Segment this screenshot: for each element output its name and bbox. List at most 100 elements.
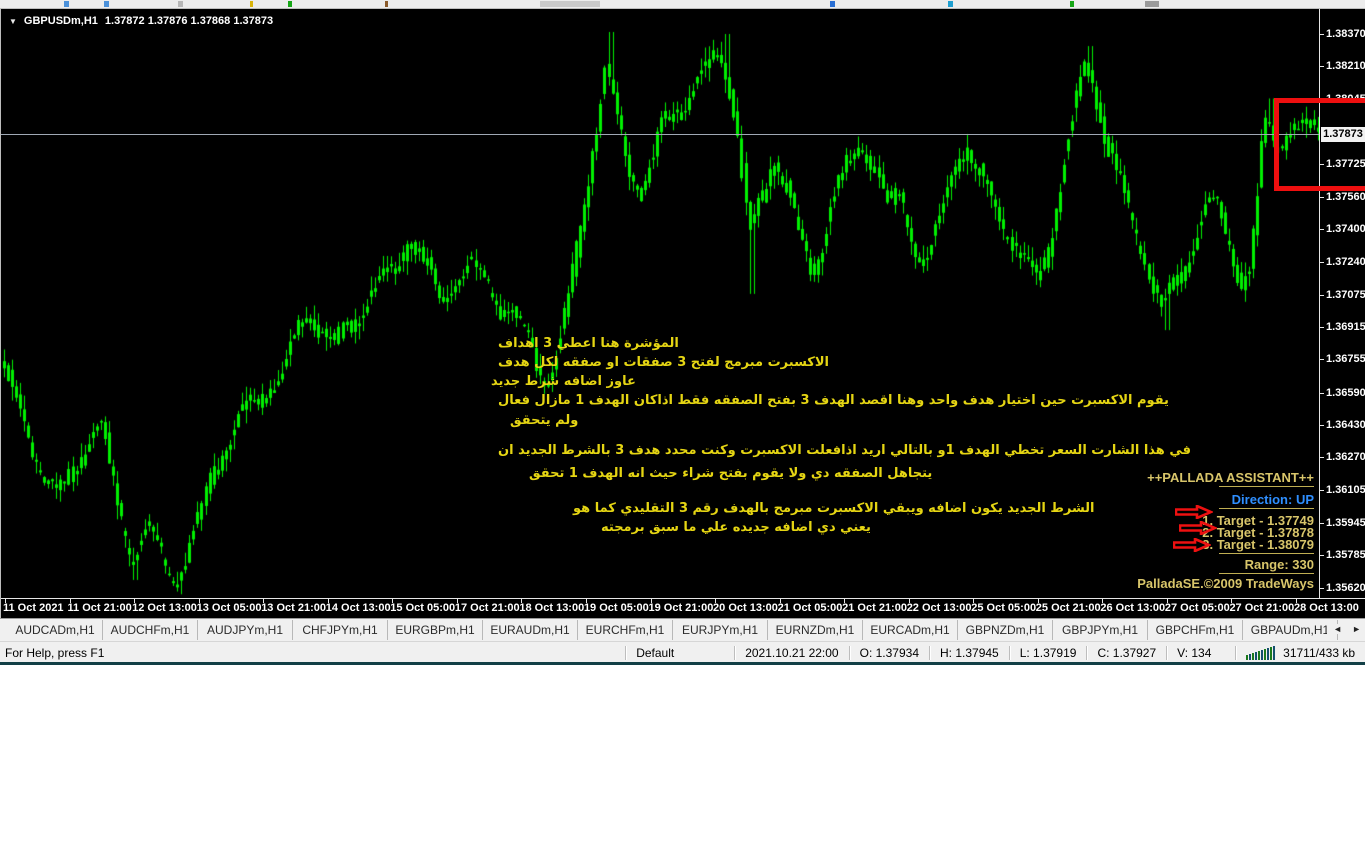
pallada-divider	[1219, 486, 1314, 487]
time-axis-label: 26 Oct 13:00	[1100, 602, 1166, 614]
price-axis-tick	[1319, 34, 1324, 35]
time-axis-tick	[327, 599, 329, 603]
time-axis-label: 20 Oct 13:00	[713, 602, 778, 614]
symbol-tab[interactable]: GBPNZDm,H1	[958, 620, 1053, 640]
chart-symbol-line: ▼ GBPUSDm,H1 1.37872 1.37876 1.37868 1.3…	[9, 15, 273, 27]
time-axis-label: 18 Oct 13:00	[519, 602, 585, 614]
price-axis-label: 1.38370	[1326, 28, 1365, 40]
annotation-line: المؤشرة هنا اعطي 3 اهداف	[498, 336, 679, 351]
symbol-tab[interactable]: EURCADm,H1	[863, 620, 958, 640]
toolbar-icon-fragment	[1145, 1, 1159, 7]
pallada-target-1: 1. Target - 1.37749	[1202, 513, 1314, 528]
status-profile[interactable]: Default	[625, 645, 734, 660]
price-axis-label: 1.35945	[1326, 516, 1365, 529]
pallada-copyright: PalladaSE.©2009 TradeWays	[1137, 576, 1314, 591]
symbol-tab[interactable]: GBPCHFm,H1	[1148, 620, 1243, 640]
price-axis-label: 1.37075	[1326, 288, 1365, 301]
time-axis-label: 19 Oct 21:00	[648, 602, 714, 614]
toolbar-icon-fragment	[1070, 1, 1074, 7]
bottom-edge-strip	[0, 662, 1365, 665]
time-axis-tick	[1166, 599, 1168, 603]
time-axis-tick	[1102, 599, 1104, 603]
time-axis-line	[1, 598, 1365, 599]
pallada-target-2: 2. Target - 1.37878	[1202, 525, 1314, 540]
time-axis-tick	[521, 599, 523, 603]
price-axis-tick	[1319, 588, 1324, 589]
symbol-tab[interactable]: EURJPYm,H1	[673, 620, 768, 640]
status-volume: V: 134	[1166, 645, 1235, 660]
price-axis-label: 1.36755	[1326, 353, 1365, 366]
price-axis-label: 1.36105	[1326, 484, 1365, 497]
chevron-down-icon[interactable]: ▼	[9, 16, 17, 26]
time-axis-tick	[715, 599, 717, 603]
symbol-tab[interactable]: AUDCHFm,H1	[103, 620, 198, 640]
time-axis-label: 15 Oct 05:00	[390, 602, 456, 614]
candlestick-chart[interactable]	[1, 9, 1319, 619]
symbol-tab[interactable]: GBPAUDm,H1	[1243, 620, 1338, 640]
status-high: H: 1.37945	[929, 645, 1009, 660]
symbol-tab[interactable]: AUDJPYm,H1	[198, 620, 293, 640]
time-axis-label: 19 Oct 05:00	[583, 602, 649, 614]
price-axis-label: 1.37400	[1326, 223, 1365, 236]
price-axis-label: 1.36430	[1326, 418, 1365, 431]
time-axis-label: 13 Oct 05:00	[196, 602, 262, 614]
time-axis-tick	[585, 599, 587, 603]
time-axis-tick	[134, 599, 136, 603]
chart-window: ▼ GBPUSDm,H1 1.37872 1.37876 1.37868 1.3…	[0, 8, 1365, 619]
time-axis-label: 25 Oct 05:00	[971, 602, 1037, 614]
toolbar-icon-fragment	[830, 1, 835, 7]
signal-bars-icon	[1246, 645, 1276, 660]
symbol-tab[interactable]: AUDCADm,H1	[8, 620, 103, 640]
price-axis-label: 1.35785	[1326, 548, 1365, 561]
toolbar-icon-fragment	[64, 1, 69, 7]
status-close: C: 1.37927	[1086, 645, 1166, 660]
price-axis-tick	[1319, 163, 1324, 165]
symbol-quotes: 1.37872 1.37876 1.37868 1.37873	[104, 15, 274, 27]
price-axis-label: 1.36270	[1326, 451, 1365, 464]
time-axis-tick	[198, 599, 200, 603]
symbol-tab[interactable]: EURAUDm,H1	[483, 620, 578, 640]
annotation-line: يتجاهل الصفقه دي ولا يقوم بفتح شراء حيث …	[529, 466, 933, 481]
symbol-tab[interactable]: GBPJPYm,H1	[1053, 620, 1148, 640]
status-bar: For Help, press F1 Default 2021.10.21 22…	[0, 641, 1365, 663]
status-traffic: 31711/433 kb	[1283, 645, 1355, 660]
symbol-tab[interactable]: EURCHFm,H1	[578, 620, 673, 640]
time-axis-tick	[392, 599, 394, 603]
time-axis-label: 21 Oct 21:00	[842, 602, 907, 614]
status-connection: 31711/433 kb	[1235, 645, 1365, 660]
tabs-scroll-right-icon[interactable]: ►	[1352, 624, 1361, 634]
toolbar-icon-fragment	[288, 1, 292, 7]
symbol-tab[interactable]: EURGBPm,H1	[388, 620, 483, 640]
time-axis-label: 21 Oct 05:00	[777, 602, 843, 614]
price-axis-label: 1.36590	[1326, 386, 1365, 399]
price-axis-tick	[1319, 490, 1324, 492]
price-axis-tick	[1319, 66, 1324, 68]
price-axis-tick	[1319, 197, 1324, 199]
price-axis-label: 1.38210	[1326, 60, 1365, 73]
current-price-badge: 1.37873	[1321, 127, 1365, 142]
time-axis-tick	[1296, 599, 1297, 603]
time-axis-label: 11 Oct 21:00	[67, 602, 132, 614]
tabs-scroll-left-icon[interactable]: ◄	[1333, 624, 1343, 634]
annotation-line: ولم يتحقق	[510, 413, 579, 428]
pallada-direction: Direction: UP	[1231, 492, 1314, 507]
symbol-tab[interactable]: EURNZDm,H1	[768, 620, 863, 640]
price-axis-tick	[1319, 294, 1324, 296]
price-axis-label: 1.35620	[1326, 582, 1365, 594]
time-axis-tick	[650, 599, 652, 603]
chart-tabs-bar: AUDCADm,H1 AUDCHFm,H1 AUDJPYm,H1 CHFJPYm,H1…	[0, 618, 1365, 641]
pallada-divider	[1219, 553, 1314, 554]
pallada-divider	[1219, 573, 1314, 574]
annotation-line: يقوم الاكسبرت حين اختيار هدف واحد وهنا ا…	[498, 393, 1169, 408]
time-axis-tick	[844, 599, 846, 603]
time-axis-label: 17 Oct 21:00	[454, 602, 520, 614]
time-axis-tick	[263, 599, 265, 603]
price-axis-tick	[1319, 522, 1324, 524]
symbol-tab[interactable]: CHFJPYm,H1	[293, 620, 388, 640]
time-axis-tick	[69, 599, 71, 603]
time-axis-tick	[456, 599, 458, 603]
time-axis-label: 22 Oct 13:00	[906, 602, 972, 614]
price-axis-tick	[1319, 359, 1324, 361]
pallada-range: Range: 330	[1244, 557, 1314, 572]
red-arrow-icon	[1175, 505, 1213, 519]
